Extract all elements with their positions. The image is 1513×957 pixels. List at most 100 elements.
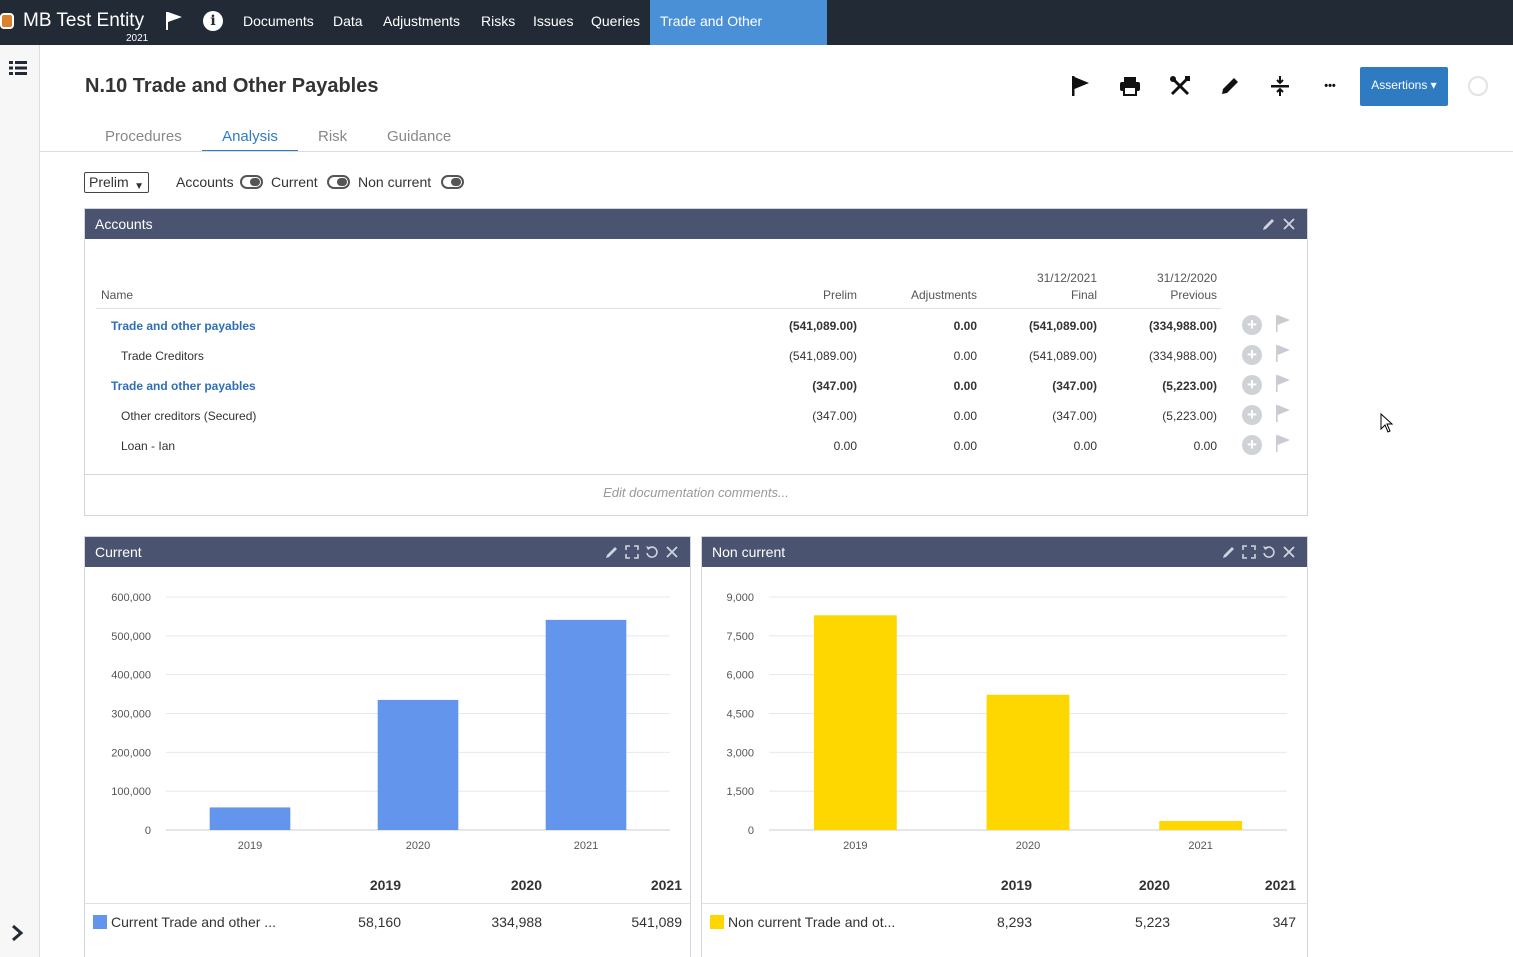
toggle-label-non-current: Non current (358, 174, 432, 190)
documentation-comments[interactable]: Edit documentation comments... (603, 485, 789, 500)
flag-icon[interactable] (1275, 374, 1291, 392)
collapse-icon[interactable] (1268, 74, 1292, 98)
add-icon[interactable]: + (1242, 405, 1262, 425)
edit-icon[interactable] (1262, 217, 1276, 231)
edit-icon[interactable] (1222, 545, 1236, 559)
column-header-name: Name (101, 288, 134, 302)
x-tick-label: 2020 (406, 840, 430, 852)
tab-analysis[interactable]: Analysis (202, 128, 298, 152)
cell-previous: (334,988.00) (1148, 349, 1217, 363)
nav-adjustments[interactable]: Adjustments (383, 13, 461, 29)
refresh-icon[interactable] (645, 545, 659, 559)
cell-prelim: 0.00 (833, 439, 857, 453)
value-2021: 347 (1272, 914, 1296, 930)
account-group-name[interactable]: Trade and other payables (111, 379, 256, 393)
x-tick-label: 2019 (843, 840, 867, 852)
value-2020: 334,988 (491, 914, 542, 930)
account-name: Trade Creditors (121, 349, 204, 363)
cell-final: 0.00 (1073, 439, 1097, 453)
y-tick-label: 100,000 (111, 786, 151, 798)
year-header-2020: 2020 (1138, 877, 1170, 893)
year-header-2020: 2020 (510, 877, 542, 893)
edit-icon[interactable] (605, 545, 619, 559)
close-icon[interactable] (1282, 217, 1296, 231)
account-name: Loan - Ian (121, 439, 176, 453)
y-tick-label: 4,500 (726, 709, 754, 721)
bar-2019[interactable] (813, 615, 897, 830)
toggle-accounts[interactable] (240, 175, 263, 189)
add-icon[interactable]: + (1242, 345, 1262, 365)
y-tick-label: 600,000 (111, 592, 151, 604)
bar-2021[interactable] (1159, 821, 1243, 830)
nav-trade-and-other-payables[interactable]: Trade and Other Payables (650, 0, 827, 71)
add-icon[interactable]: + (1242, 435, 1262, 455)
page-title: N.10 Trade and Other Payables (85, 75, 379, 97)
print-icon[interactable] (1118, 74, 1142, 98)
y-tick-label: 9,000 (726, 592, 754, 604)
nav-queries[interactable]: Queries (591, 13, 641, 29)
period-select[interactable]: Prelim ▼ (84, 172, 149, 193)
tools-icon[interactable] (1168, 74, 1192, 98)
column-header-final-date: 31/12/2021 (1036, 271, 1097, 285)
flag-icon[interactable] (1275, 434, 1291, 452)
edit-icon[interactable] (1218, 74, 1242, 98)
expand-icon[interactable] (1242, 545, 1256, 559)
cell-prelim: (541,089.00) (788, 319, 857, 333)
year-header-2021: 2021 (1264, 877, 1296, 893)
column-header-previous-date: 31/12/2020 (1156, 271, 1217, 285)
accounts-panel: Accounts Name Prelim Adjustments 31/12/2… (84, 208, 1308, 516)
legend-swatch (93, 915, 107, 929)
value-2019: 8,293 (996, 914, 1032, 930)
flag-icon[interactable] (1275, 404, 1291, 422)
refresh-icon[interactable] (1262, 545, 1276, 559)
cell-previous: 0.00 (1193, 439, 1217, 453)
cell-prelim: (347.00) (812, 409, 857, 423)
tab-procedures[interactable]: Procedures (105, 128, 182, 145)
bar-2021[interactable] (545, 619, 627, 830)
accounts-panel-header: Accounts (85, 209, 1307, 239)
info-icon[interactable]: i (203, 11, 223, 31)
list-icon[interactable] (9, 61, 27, 75)
cell-prelim: (541,089.00) (788, 349, 857, 363)
tabs-divider (40, 151, 1513, 152)
y-tick-label: 1,500 (726, 786, 754, 798)
account-group-name[interactable]: Trade and other payables (111, 319, 256, 333)
assertions-button[interactable]: Assertions ▾ (1360, 67, 1448, 106)
legend-label: Non current Trade and ot... (728, 914, 896, 930)
status-circle-icon[interactable] (1468, 76, 1488, 96)
bar-2019[interactable] (209, 807, 291, 830)
x-tick-label: 2021 (1188, 840, 1212, 852)
column-header-prelim: Prelim (822, 288, 857, 302)
add-icon[interactable]: + (1242, 375, 1262, 395)
close-icon[interactable] (1282, 545, 1296, 559)
add-icon[interactable]: + (1242, 315, 1262, 335)
nav-documents[interactable]: Documents (243, 13, 314, 29)
y-tick-label: 300,000 (111, 709, 151, 721)
close-icon[interactable] (665, 545, 679, 559)
cell-final: (347.00) (1052, 409, 1097, 423)
toggle-non-current[interactable] (441, 175, 464, 189)
flag-icon[interactable] (165, 11, 183, 31)
cell-final: (541,089.00) (1028, 319, 1097, 333)
nav-data[interactable]: Data (333, 13, 363, 29)
more-options-icon[interactable]: ••• (1324, 80, 1336, 92)
bar-2020[interactable] (986, 694, 1070, 830)
y-tick-label: 400,000 (111, 670, 151, 682)
flag-icon[interactable] (1275, 344, 1291, 362)
flag-icon[interactable] (1068, 74, 1092, 98)
bar-2020[interactable] (377, 699, 459, 830)
toggle-label-accounts: Accounts (176, 174, 234, 190)
nav-risks[interactable]: Risks (481, 13, 516, 29)
mouse-cursor-icon (1380, 413, 1394, 433)
nav-issues[interactable]: Issues (533, 13, 574, 29)
cell-adjustments: 0.00 (953, 349, 977, 363)
tab-risk[interactable]: Risk (318, 128, 348, 145)
entity-name[interactable]: MB Test Entity (23, 10, 145, 31)
expand-icon[interactable] (625, 545, 639, 559)
toggle-label-current: Current (271, 174, 318, 190)
toggle-current[interactable] (327, 175, 350, 189)
flag-icon[interactable] (1275, 314, 1291, 332)
chevron-right-icon[interactable] (9, 925, 25, 941)
tab-guidance[interactable]: Guidance (387, 128, 452, 145)
comments-divider (85, 474, 1307, 475)
